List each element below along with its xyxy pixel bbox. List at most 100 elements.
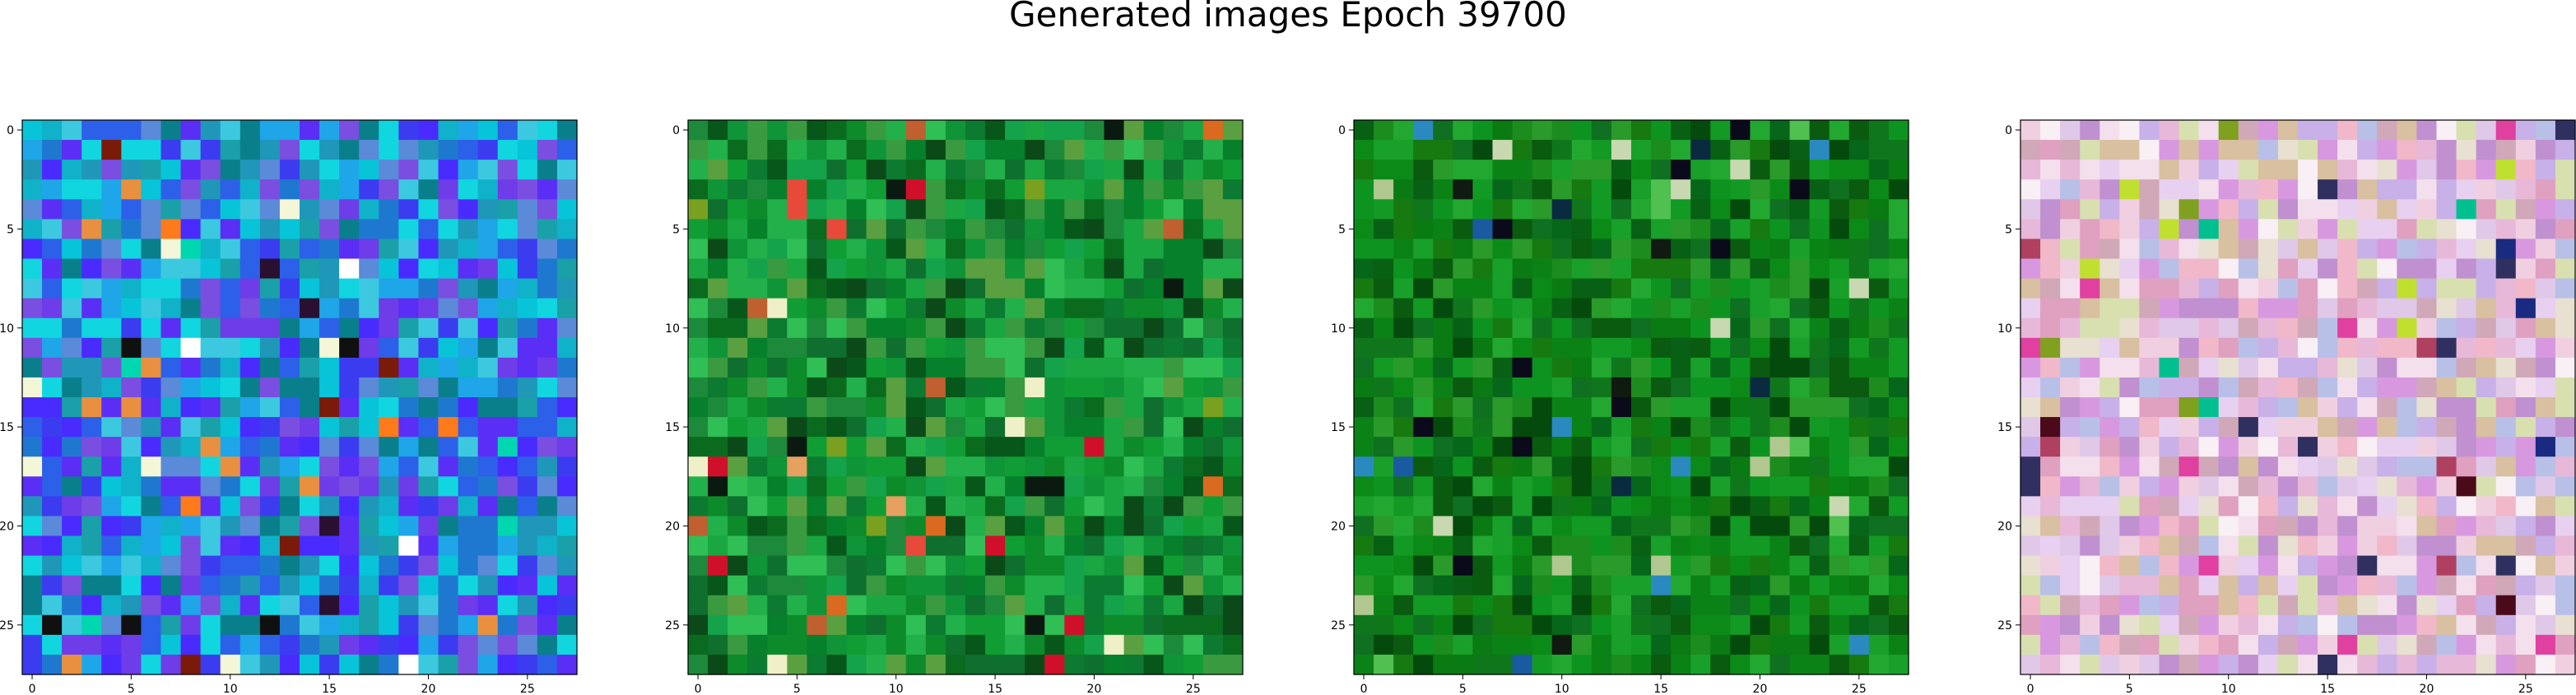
image-pixel bbox=[1611, 199, 1632, 220]
image-pixel bbox=[2318, 397, 2338, 418]
image-pixel bbox=[319, 298, 340, 319]
image-pixel bbox=[438, 654, 459, 675]
image-pixel bbox=[1064, 654, 1086, 675]
image-pixel bbox=[1413, 317, 1434, 339]
image-pixel bbox=[2456, 258, 2477, 280]
image-pixel bbox=[2337, 317, 2358, 339]
image-pixel bbox=[2257, 239, 2279, 260]
image-pixel bbox=[747, 575, 768, 596]
image-pixel bbox=[1123, 377, 1145, 398]
image-pixel bbox=[1671, 199, 1691, 220]
image-pixel bbox=[1374, 179, 1394, 200]
image-pixel bbox=[2555, 654, 2576, 675]
image-pixel bbox=[1123, 278, 1145, 299]
image-pixel bbox=[2020, 516, 2041, 537]
image-pixel bbox=[42, 654, 63, 675]
image-pixel bbox=[1551, 417, 1573, 438]
image-pixel bbox=[200, 535, 221, 557]
image-pixel bbox=[1809, 417, 1830, 438]
image-pixel bbox=[141, 456, 162, 477]
image-pixel bbox=[2436, 337, 2457, 359]
image-pixel bbox=[787, 654, 808, 675]
image-pixel bbox=[846, 120, 867, 141]
y-tick-label: 0 bbox=[7, 124, 14, 137]
image-pixel bbox=[1202, 258, 1224, 280]
image-pixel bbox=[180, 298, 202, 319]
image-pixel bbox=[1104, 278, 1125, 299]
image-pixel bbox=[22, 239, 43, 260]
image-pixel bbox=[1532, 614, 1553, 636]
x-tick-label: 15 bbox=[322, 683, 337, 695]
image-pixel bbox=[708, 357, 728, 378]
image-pixel bbox=[1025, 278, 1045, 299]
image-pixel bbox=[866, 535, 887, 557]
image-pixel bbox=[2555, 476, 2576, 497]
image-pixel bbox=[1551, 120, 1573, 141]
image-pixel bbox=[2337, 476, 2358, 497]
image-pixel bbox=[200, 120, 221, 141]
image-pixel bbox=[886, 239, 907, 260]
image-pixel bbox=[300, 199, 320, 220]
image-pixel bbox=[1183, 337, 1204, 359]
image-pixel bbox=[1591, 654, 1612, 675]
image-pixel bbox=[101, 575, 122, 596]
image-pixel bbox=[2456, 516, 2477, 537]
image-pixel bbox=[1829, 516, 1850, 537]
image-pixel bbox=[81, 516, 102, 537]
image-pixel bbox=[1631, 575, 1652, 596]
image-pixel bbox=[1809, 575, 1830, 596]
image-pixel bbox=[1472, 476, 1494, 497]
image-pixel bbox=[1354, 219, 1374, 240]
image-pixel bbox=[2456, 575, 2477, 596]
image-pixel bbox=[458, 298, 479, 319]
image-pixel bbox=[1611, 219, 1632, 240]
image-pixel bbox=[121, 555, 142, 577]
image-pixel bbox=[1551, 377, 1573, 398]
image-pixel bbox=[708, 239, 728, 260]
image-pixel bbox=[2515, 258, 2536, 280]
image-pixel bbox=[1591, 179, 1612, 200]
image-pixel bbox=[1183, 258, 1204, 280]
image-pixel bbox=[1591, 595, 1612, 616]
image-pixel bbox=[1163, 575, 1184, 596]
image-pixel bbox=[2298, 614, 2318, 636]
image-pixel bbox=[2555, 120, 2576, 141]
image-pixel bbox=[2495, 634, 2517, 656]
image-pixel bbox=[2159, 140, 2180, 160]
image-pixel bbox=[2298, 654, 2318, 675]
image-pixel bbox=[1591, 575, 1612, 596]
image-pixel bbox=[319, 654, 340, 675]
image-pixel bbox=[1064, 120, 1086, 141]
image-pixel bbox=[1044, 456, 1065, 477]
image-pixel bbox=[965, 377, 986, 398]
image-pixel bbox=[339, 614, 360, 636]
image-pixel bbox=[1868, 417, 1890, 438]
image-pixel bbox=[160, 357, 182, 378]
image-pixel bbox=[807, 120, 828, 141]
image-pixel bbox=[1492, 377, 1514, 398]
image-pixel bbox=[1413, 377, 1434, 398]
image-pixel bbox=[1789, 535, 1811, 557]
image-pixel bbox=[1591, 555, 1612, 577]
image-pixel bbox=[846, 258, 867, 280]
image-pixel bbox=[339, 397, 360, 418]
image-pixel bbox=[101, 634, 122, 656]
image-pixel bbox=[1433, 634, 1453, 656]
image-pixel bbox=[2397, 456, 2418, 477]
image-pixel bbox=[728, 456, 748, 477]
image-pixel bbox=[259, 337, 281, 359]
image-pixel bbox=[200, 456, 221, 477]
image-pixel bbox=[2178, 337, 2200, 359]
image-pixel bbox=[866, 634, 887, 656]
image-pixel bbox=[279, 614, 300, 636]
image-pixel bbox=[807, 239, 828, 260]
image-pixel bbox=[2060, 595, 2081, 616]
image-pixel bbox=[2357, 516, 2378, 537]
image-pixel bbox=[239, 634, 261, 656]
image-pixel bbox=[339, 417, 360, 438]
image-pixel bbox=[379, 239, 399, 260]
image-pixel bbox=[1512, 258, 1533, 280]
x-tick-label: 20 bbox=[2420, 683, 2434, 695]
image-pixel bbox=[1651, 476, 1672, 497]
image-pixel bbox=[945, 496, 966, 517]
